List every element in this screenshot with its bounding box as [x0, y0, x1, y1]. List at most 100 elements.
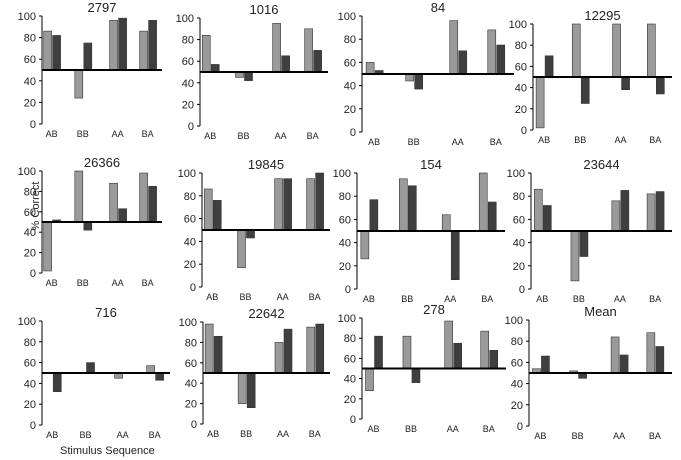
bar-aa-series1 — [272, 23, 281, 73]
y-tick-label: 40 — [185, 378, 197, 390]
bar-ba-series1 — [478, 172, 488, 232]
y-tick-label: 40 — [24, 76, 36, 88]
y-tick-label: 80 — [185, 337, 197, 349]
category-label-ab: AB — [206, 292, 218, 302]
category-label-aa: AA — [277, 429, 289, 439]
category-label-bb: BB — [408, 137, 420, 147]
y-tick-label: 100 — [505, 315, 523, 327]
bar-bb-series1 — [570, 230, 580, 282]
category-label-ab: AB — [207, 429, 219, 439]
y-tick-label: 80 — [511, 336, 523, 348]
bar-bb-series2 — [414, 73, 423, 90]
y-tick-label: 0 — [191, 419, 197, 431]
y-tick-label: 40 — [511, 379, 523, 391]
bar-ba-series1 — [487, 29, 497, 75]
category-label-aa: AA — [112, 278, 124, 288]
bar-ab-series1 — [533, 188, 543, 232]
chart-panel-3: 0 20 40 60 80 100 84 AB BB AA BA — [338, 0, 514, 147]
bar-ab-series2 — [541, 355, 550, 374]
panel-title: 84 — [431, 0, 445, 15]
chart-panel-12: 0 20 40 60 80 100 Mean AB BB AA BA — [505, 304, 672, 441]
bar-aa-series2 — [118, 208, 127, 223]
category-label-ba: BA — [142, 278, 154, 288]
bar-aa-series1 — [274, 178, 283, 231]
bar-aa-series1 — [449, 20, 459, 75]
bar-ba-series2 — [655, 346, 665, 374]
y-tick-label: 80 — [344, 333, 356, 345]
category-label-bb: BB — [574, 135, 586, 145]
bar-aa-series2 — [450, 230, 460, 281]
y-tick-label: 60 — [182, 56, 194, 68]
y-tick-label: 20 — [24, 248, 36, 260]
category-label-aa: AA — [614, 294, 626, 304]
bar-ba-series2 — [315, 323, 325, 374]
y-tick-label: 20 — [184, 259, 196, 271]
bar-bb-series2 — [86, 362, 95, 374]
bar-aa-series2 — [621, 76, 630, 91]
category-label-aa: AA — [275, 131, 287, 141]
bar-ba-series2 — [656, 76, 665, 95]
category-label-ab: AB — [363, 294, 375, 304]
y-tick-label: 100 — [338, 11, 356, 23]
y-tick-label: 40 — [182, 78, 194, 90]
chart-panel-4: 0 20 40 60 80 100 12295 AB BB AA BA — [509, 8, 672, 145]
bar-ba-series2 — [655, 191, 665, 232]
bar-bb-series2 — [244, 71, 253, 81]
category-label-ab: AB — [538, 135, 550, 145]
chart-panel-5: 0 20 40 60 80 100 26366 AB BB AA BA — [18, 155, 162, 288]
bar-aa-series1 — [109, 182, 118, 223]
bar-bb-series1 — [237, 229, 246, 268]
y-tick-label: 20 — [24, 97, 36, 109]
chart-panel-2: 0 20 40 60 80 100 1016 AB BB AA BA — [176, 2, 328, 141]
y-tick-label: 0 — [30, 268, 36, 280]
bar-ab-series1 — [43, 30, 52, 71]
category-label-bb: BB — [572, 431, 584, 441]
category-label-bb: BB — [240, 429, 252, 439]
y-tick-label: 40 — [344, 81, 356, 93]
y-tick-label: 80 — [184, 191, 196, 203]
y-axis-label: % Correct — [30, 181, 42, 231]
chart-panel-1: 0 20 40 60 80 100 2797 AB BB AA BA — [18, 0, 162, 139]
y-tick-label: 0 — [345, 284, 351, 296]
category-label-ba: BA — [309, 292, 321, 302]
chart-panel-7: 0 20 40 60 80 100 154 AB BB AA BA — [333, 157, 505, 304]
bar-ab-series2 — [544, 55, 554, 78]
bar-ba-series2 — [155, 372, 164, 381]
y-tick-label: 20 — [511, 400, 523, 412]
bar-ba-series2 — [489, 350, 499, 369]
category-label-bb: BB — [77, 278, 89, 288]
category-label-ab: AB — [536, 294, 548, 304]
category-label-aa: AA — [447, 424, 459, 434]
y-tick-label: 0 — [190, 282, 196, 294]
panel-title: Mean — [584, 304, 617, 319]
panel-title: 22642 — [248, 306, 284, 321]
bar-aa-series1 — [109, 20, 118, 71]
category-label-ab: AB — [534, 431, 546, 441]
bar-ba-series1 — [646, 332, 656, 374]
panel-title: 26366 — [84, 155, 120, 170]
category-label-ab: AB — [368, 137, 380, 147]
panel-title: 12295 — [584, 8, 620, 23]
y-tick-label: 100 — [333, 168, 351, 180]
bar-ab-series1 — [360, 230, 370, 260]
panel-title: 154 — [420, 157, 442, 172]
bar-ab-series1 — [43, 221, 52, 272]
category-label-ba: BA — [481, 294, 493, 304]
bar-aa-series1 — [612, 23, 621, 78]
y-tick-label: 40 — [515, 83, 527, 95]
panel-title: 23644 — [583, 157, 619, 172]
category-label-ab: AB — [46, 129, 58, 139]
category-label-bb: BB — [405, 424, 417, 434]
y-tick-label: 60 — [515, 61, 527, 73]
bar-aa-series2 — [283, 178, 292, 231]
y-tick-label: 0 — [30, 119, 36, 131]
bar-ab-series1 — [204, 323, 214, 374]
y-tick-label: 20 — [513, 261, 525, 273]
bar-aa-series2 — [281, 55, 290, 73]
bar-ba-series2 — [496, 44, 506, 75]
y-tick-label: 80 — [339, 191, 351, 203]
y-tick-label: 80 — [182, 35, 194, 47]
category-label-ba: BA — [309, 429, 321, 439]
x-axis-label: Stimulus Sequence — [60, 445, 155, 457]
y-tick-label: 20 — [344, 394, 356, 406]
